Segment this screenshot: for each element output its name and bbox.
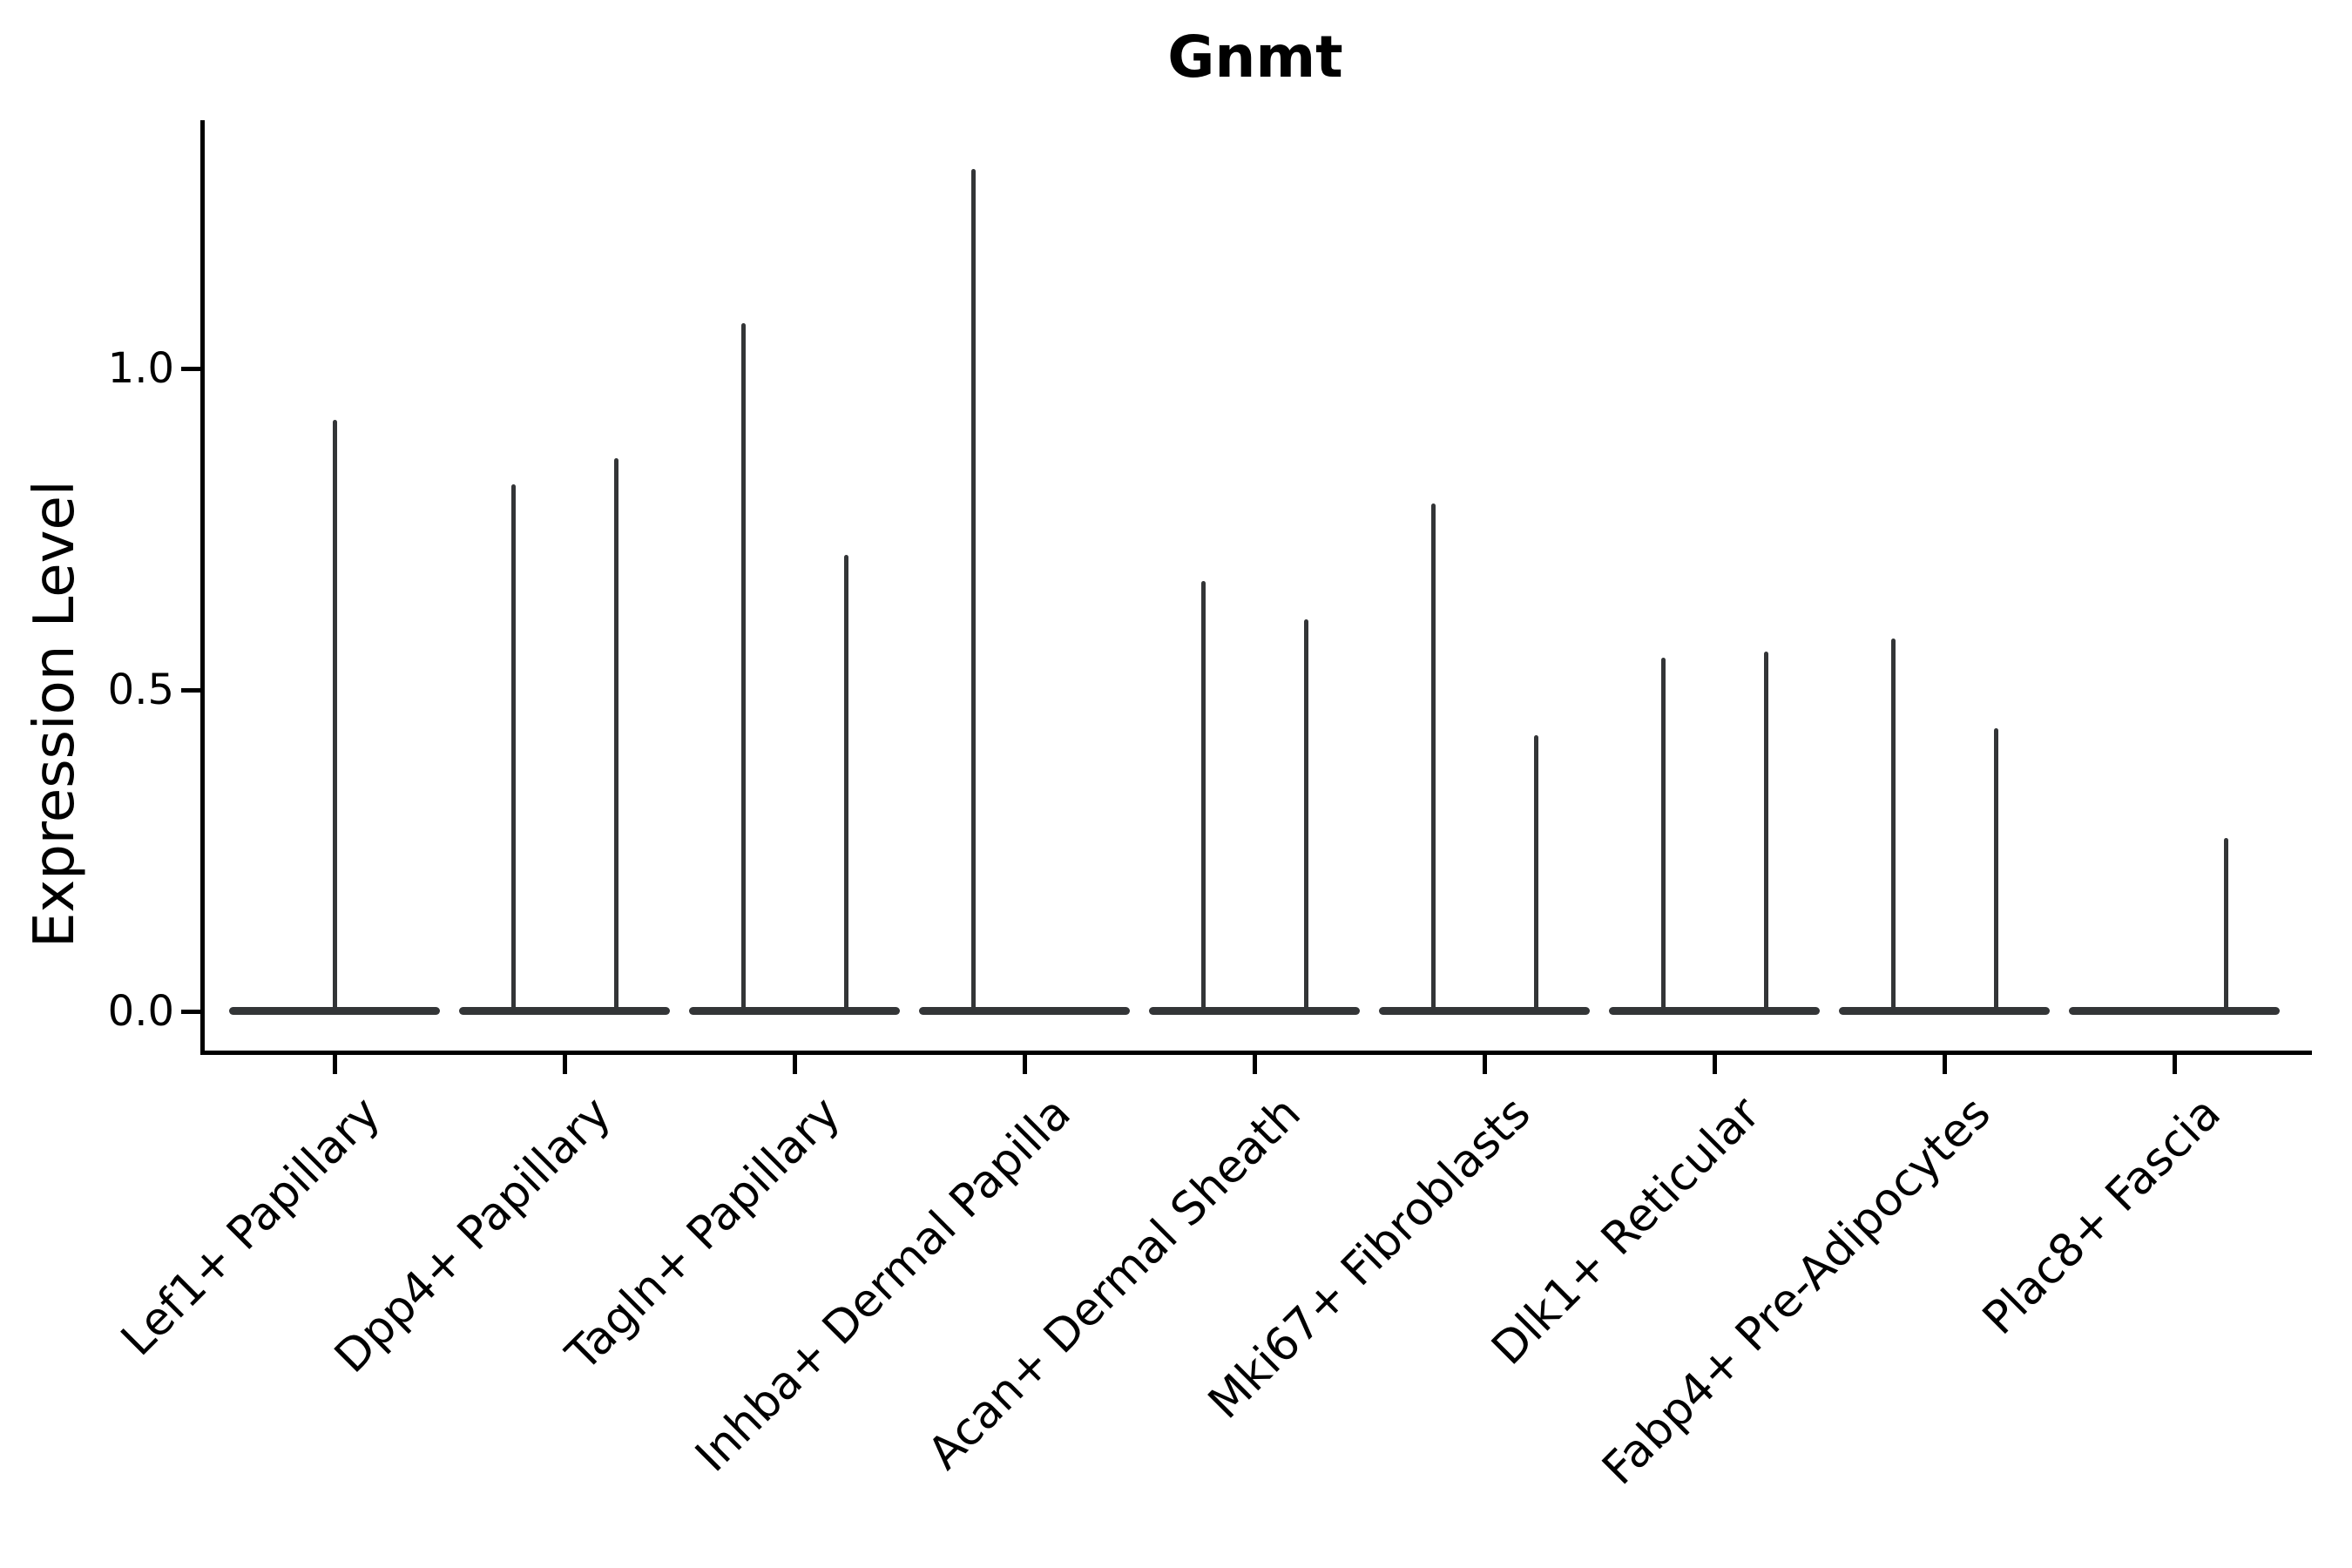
violin-spike [1661, 658, 1666, 1015]
y-tick-label: 1.0 [107, 344, 174, 393]
violin-spike [1994, 728, 1998, 1015]
violin-baseline [2069, 1007, 2280, 1015]
x-tick-label-text: Fabp4+ Pre-Adipocytes [1592, 1087, 2001, 1496]
y-axis-spine [200, 120, 205, 1055]
x-tick-label-text: Inhba+ Dermal Papilla [685, 1087, 1081, 1483]
x-tick-mark [793, 1053, 797, 1074]
violin-spike [511, 483, 516, 1015]
violin-spike [844, 555, 848, 1015]
violin-spike [741, 323, 746, 1015]
violin-baseline [1379, 1007, 1590, 1015]
violin-baseline [1839, 1007, 2050, 1015]
violin-spike [1764, 651, 1768, 1015]
x-tick-label-text: Plac8+ Fascia [1972, 1087, 2231, 1345]
violin-baseline [919, 1007, 1130, 1015]
y-tick-mark [181, 367, 202, 371]
violin-baseline [689, 1007, 900, 1015]
y-tick-label: 0.0 [107, 987, 174, 1036]
violin-baseline [1149, 1007, 1360, 1015]
y-tick-mark [181, 688, 202, 693]
violin-spike [1534, 734, 1538, 1015]
y-axis-label-text: Expression Level [23, 480, 87, 948]
violin-baseline [1609, 1007, 1820, 1015]
chart-title: Gnmt [1167, 24, 1343, 91]
x-tick-mark [2173, 1053, 2177, 1074]
violin-spike [614, 458, 618, 1015]
x-tick-mark [1253, 1053, 1257, 1074]
violin-spike [1304, 618, 1308, 1015]
violin-spike [2224, 837, 2228, 1015]
x-tick-mark [1023, 1053, 1027, 1074]
violin-baseline [459, 1007, 670, 1015]
x-tick-mark [1943, 1053, 1947, 1074]
violin-spike [333, 420, 337, 1015]
x-tick-label-text: Acan+ Dermal Sheath [917, 1087, 1311, 1480]
x-tick-mark [333, 1053, 337, 1074]
violin-spike [1201, 580, 1206, 1015]
y-tick-label: 0.5 [107, 666, 174, 714]
violin-spike [971, 169, 976, 1015]
x-axis-spine [200, 1051, 2312, 1055]
y-tick-mark [181, 1010, 202, 1014]
violin-spike [1431, 503, 1436, 1015]
x-tick-mark [1713, 1053, 1717, 1074]
x-tick-mark [1483, 1053, 1487, 1074]
violin-spike [1891, 638, 1896, 1015]
x-tick-mark [563, 1053, 567, 1074]
